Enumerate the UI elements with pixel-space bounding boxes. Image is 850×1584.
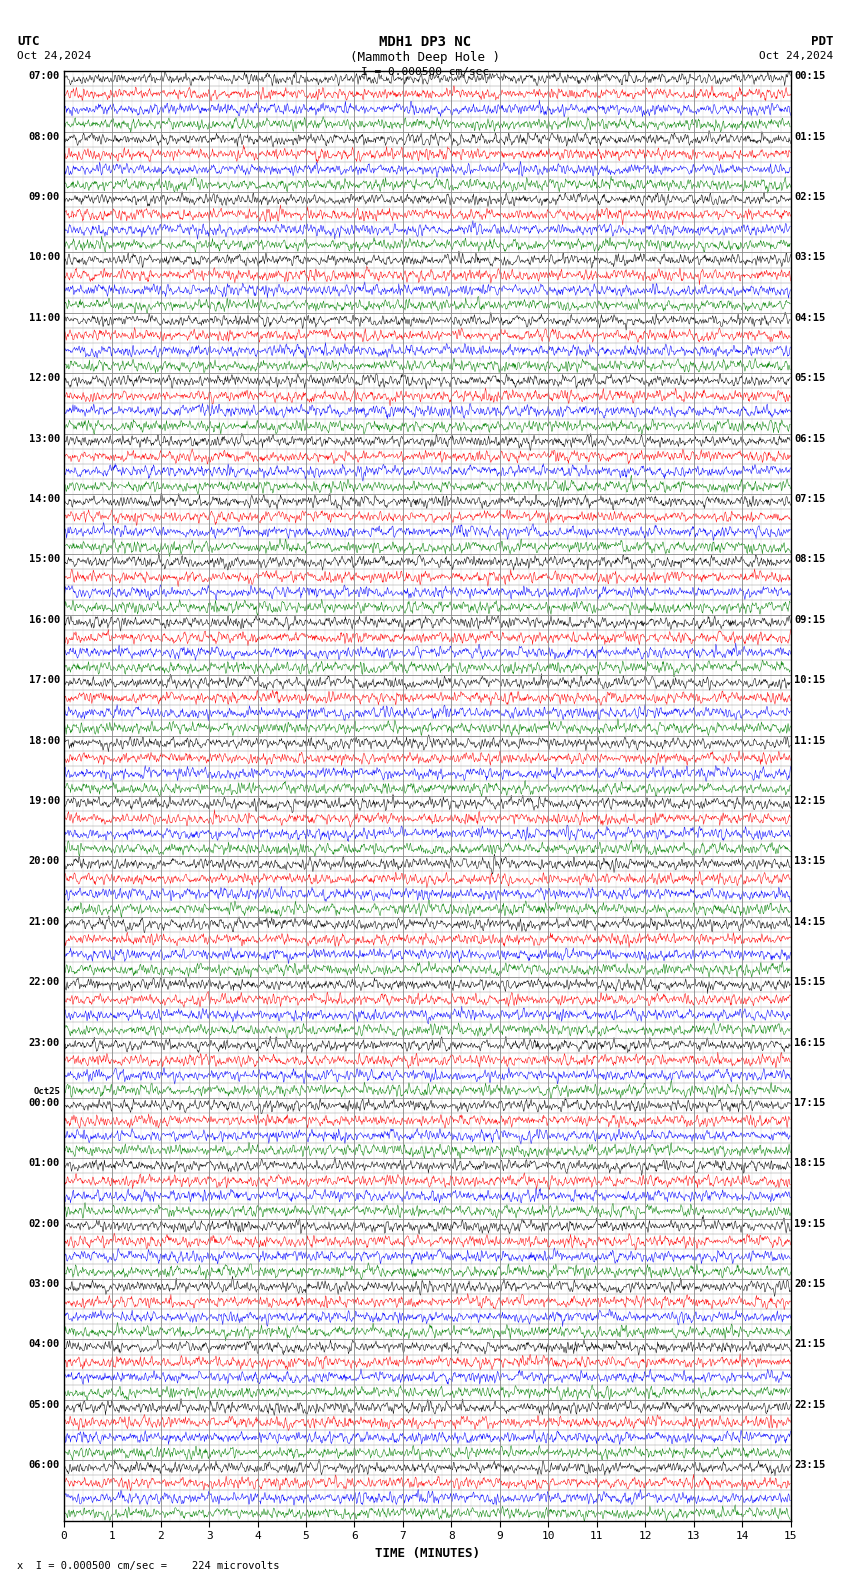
Text: 18:15: 18:15: [794, 1158, 825, 1169]
Text: 18:00: 18:00: [29, 735, 60, 746]
Text: Oct 24,2024: Oct 24,2024: [17, 51, 91, 60]
Text: 20:00: 20:00: [29, 857, 60, 866]
Text: 03:00: 03:00: [29, 1278, 60, 1289]
Text: 07:15: 07:15: [794, 494, 825, 504]
X-axis label: TIME (MINUTES): TIME (MINUTES): [375, 1546, 479, 1560]
Text: 08:15: 08:15: [794, 554, 825, 564]
Text: 10:15: 10:15: [794, 675, 825, 686]
Text: 03:15: 03:15: [794, 252, 825, 263]
Text: 23:15: 23:15: [794, 1460, 825, 1470]
Text: 05:15: 05:15: [794, 374, 825, 383]
Text: 16:15: 16:15: [794, 1038, 825, 1047]
Text: PDT: PDT: [811, 35, 833, 48]
Text: 11:15: 11:15: [794, 735, 825, 746]
Text: 22:00: 22:00: [29, 977, 60, 987]
Text: 21:00: 21:00: [29, 917, 60, 927]
Text: I = 0.000500 cm/sec: I = 0.000500 cm/sec: [361, 67, 489, 76]
Text: 12:00: 12:00: [29, 374, 60, 383]
Text: 16:00: 16:00: [29, 615, 60, 624]
Text: 19:15: 19:15: [794, 1218, 825, 1229]
Text: 17:15: 17:15: [794, 1098, 825, 1107]
Text: 15:00: 15:00: [29, 554, 60, 564]
Text: 06:15: 06:15: [794, 434, 825, 444]
Text: UTC: UTC: [17, 35, 39, 48]
Text: 04:00: 04:00: [29, 1340, 60, 1350]
Text: 14:00: 14:00: [29, 494, 60, 504]
Text: 02:15: 02:15: [794, 192, 825, 203]
Text: 12:15: 12:15: [794, 795, 825, 806]
Text: 09:15: 09:15: [794, 615, 825, 624]
Text: 00:00: 00:00: [29, 1098, 60, 1107]
Text: 06:00: 06:00: [29, 1460, 60, 1470]
Text: 15:15: 15:15: [794, 977, 825, 987]
Text: 14:15: 14:15: [794, 917, 825, 927]
Text: 05:00: 05:00: [29, 1400, 60, 1410]
Text: 01:15: 01:15: [794, 131, 825, 141]
Text: 04:15: 04:15: [794, 312, 825, 323]
Text: 23:00: 23:00: [29, 1038, 60, 1047]
Text: 07:00: 07:00: [29, 71, 60, 81]
Text: 19:00: 19:00: [29, 795, 60, 806]
Text: 20:15: 20:15: [794, 1278, 825, 1289]
Text: 08:00: 08:00: [29, 131, 60, 141]
Text: 10:00: 10:00: [29, 252, 60, 263]
Text: (Mammoth Deep Hole ): (Mammoth Deep Hole ): [350, 51, 500, 63]
Text: Oct 24,2024: Oct 24,2024: [759, 51, 833, 60]
Text: 09:00: 09:00: [29, 192, 60, 203]
Text: 02:00: 02:00: [29, 1218, 60, 1229]
Text: x  I = 0.000500 cm/sec =    224 microvolts: x I = 0.000500 cm/sec = 224 microvolts: [17, 1562, 280, 1571]
Text: 17:00: 17:00: [29, 675, 60, 686]
Text: 01:00: 01:00: [29, 1158, 60, 1169]
Text: Oct25: Oct25: [33, 1088, 60, 1096]
Text: 21:15: 21:15: [794, 1340, 825, 1350]
Text: 13:00: 13:00: [29, 434, 60, 444]
Text: 22:15: 22:15: [794, 1400, 825, 1410]
Text: 13:15: 13:15: [794, 857, 825, 866]
Text: 00:15: 00:15: [794, 71, 825, 81]
Text: 11:00: 11:00: [29, 312, 60, 323]
Text: MDH1 DP3 NC: MDH1 DP3 NC: [379, 35, 471, 49]
